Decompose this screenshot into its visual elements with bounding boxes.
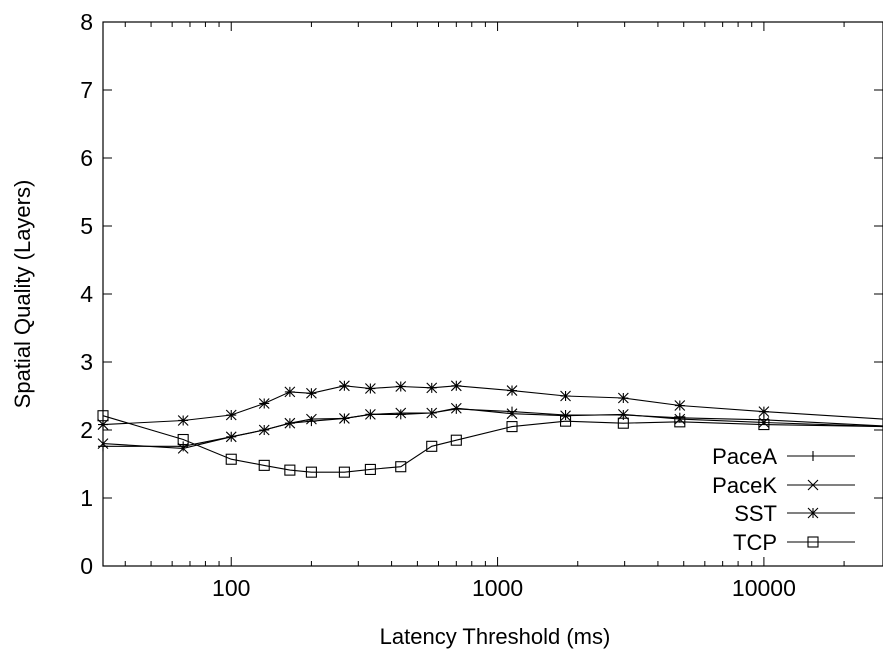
asterisk-marker — [225, 409, 237, 421]
x-marker — [506, 408, 518, 420]
legend-label: PaceK — [712, 473, 777, 498]
asterisk-marker — [306, 387, 317, 399]
plus-marker — [395, 409, 406, 420]
x-marker — [450, 402, 462, 414]
asterisk-marker — [426, 382, 438, 394]
square-marker — [177, 433, 189, 446]
plus-marker — [808, 451, 818, 461]
square-marker — [426, 440, 438, 452]
square-marker — [305, 466, 317, 478]
series-tcp — [97, 410, 883, 478]
square-marker — [560, 415, 572, 427]
legend-label: PaceA — [712, 444, 777, 469]
legend-item: PaceA — [712, 444, 855, 469]
plus-marker — [98, 441, 108, 452]
y-tick-label: 6 — [80, 145, 93, 171]
square-marker — [450, 434, 462, 446]
asterisk-marker — [807, 507, 819, 519]
y-tick-label: 1 — [80, 485, 93, 511]
x-marker — [225, 431, 237, 443]
x-tick-label: 10000 — [732, 575, 796, 601]
x-tick-label: 100 — [212, 575, 250, 601]
series-pacek — [97, 402, 883, 454]
square-marker — [758, 419, 770, 431]
plus-marker — [674, 412, 685, 423]
x-axis-title: Latency Threshold (ms) — [380, 624, 611, 649]
x-marker — [258, 424, 270, 436]
legend-item: TCP — [733, 530, 855, 555]
square-marker — [225, 453, 237, 465]
y-axis-ticks: 0 1 2 3 4 5 6 7 8 — [80, 9, 883, 579]
y-tick-label: 2 — [80, 417, 93, 443]
x-marker — [364, 408, 376, 420]
x-marker — [306, 413, 317, 425]
asterisk-marker — [364, 383, 376, 394]
legend: PaceA PaceK SST TCP — [712, 444, 855, 555]
y-tick-label: 8 — [80, 9, 93, 35]
asterisk-marker — [97, 419, 109, 430]
square-marker — [284, 464, 296, 476]
x-tick-label: 1000 — [472, 575, 523, 601]
x-marker — [807, 479, 819, 491]
series-line — [102, 385, 883, 426]
series-line — [102, 415, 883, 473]
legend-item: SST — [734, 501, 855, 526]
square-marker — [395, 461, 407, 473]
square-marker — [338, 466, 350, 478]
series-sst — [97, 380, 883, 430]
asterisk-marker — [177, 415, 189, 426]
square-marker — [807, 536, 819, 548]
square-marker — [97, 410, 109, 422]
asterisk-marker — [258, 398, 270, 409]
y-tick-label: 3 — [80, 349, 93, 375]
square-marker — [506, 421, 518, 433]
asterisk-marker — [506, 385, 518, 396]
asterisk-marker — [674, 400, 686, 411]
asterisk-marker — [617, 392, 629, 404]
square-marker — [258, 459, 270, 471]
asterisk-marker — [339, 380, 350, 392]
plus-marker — [306, 416, 317, 427]
y-tick-label: 4 — [80, 281, 93, 307]
y-tick-label: 0 — [80, 553, 93, 579]
y-axis-title: Spatial Quality (Layers) — [10, 180, 35, 409]
asterisk-marker — [758, 406, 770, 418]
y-tick-label: 7 — [80, 77, 93, 103]
x-marker — [284, 417, 296, 429]
square-marker — [364, 463, 376, 475]
y-tick-label: 5 — [80, 213, 93, 239]
legend-label: TCP — [733, 530, 777, 555]
x-marker — [395, 407, 407, 419]
plus-marker — [178, 441, 189, 452]
legend-item: PaceK — [712, 473, 855, 498]
square-marker — [617, 417, 629, 429]
x-axis-ticks: 100 1000 10000 — [124, 22, 845, 601]
series-layer — [97, 380, 883, 478]
square-marker — [674, 416, 686, 428]
plus-marker — [507, 406, 518, 417]
x-marker — [426, 407, 438, 419]
asterisk-marker — [284, 386, 296, 398]
asterisk-marker — [395, 381, 407, 392]
asterisk-marker — [560, 390, 571, 402]
legend-label: SST — [734, 501, 777, 526]
asterisk-marker — [450, 380, 462, 392]
x-marker — [339, 413, 350, 424]
x-marker — [97, 438, 109, 449]
